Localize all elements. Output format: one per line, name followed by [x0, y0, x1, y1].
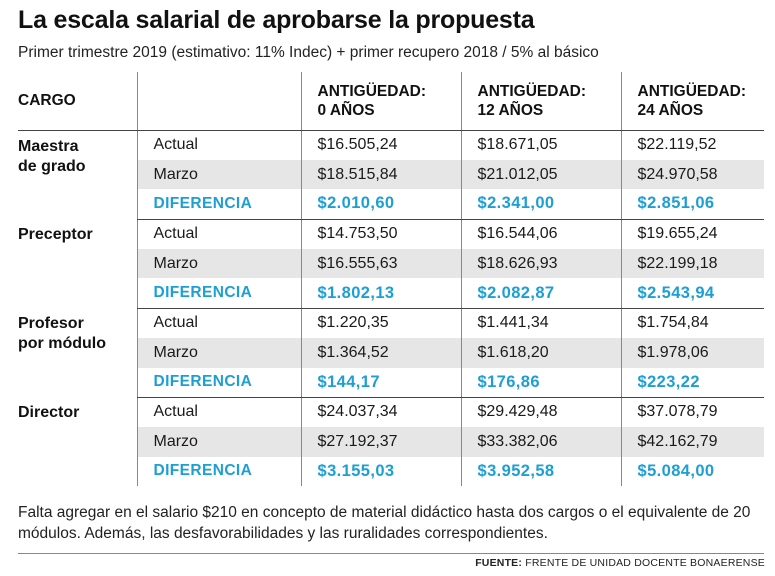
value-cell-12-years: $29.429,48	[460, 397, 621, 427]
value-cell-0-years: $3.155,03	[300, 456, 461, 487]
cargo-cell: Director	[18, 397, 137, 487]
difference-label: DIFERENCIA	[136, 278, 301, 309]
row-label: Actual	[136, 130, 301, 160]
table-row: Marzo $1.364,52 $1.618,20 $1.978,06	[18, 337, 764, 368]
table-row: Preceptor Actual $14.753,50 $16.544,06 $19.6…	[18, 219, 764, 309]
column-header-blank	[136, 72, 301, 131]
column-header-0-years-line1: ANTIGÜEDAD:	[317, 82, 427, 100]
row-label: Marzo	[136, 337, 301, 368]
page-title: La escala salarial de aprobarse la propu…	[18, 6, 535, 34]
column-header-0-years-line2: 0 AÑOS	[317, 101, 375, 119]
value-cell-24-years: $42.162,79	[620, 426, 764, 457]
table-row: Marzo $27.192,37 $33.382,06 $42.162,79	[18, 426, 764, 457]
source-text: FRENTE DE UNIDAD DOCENTE BONAERENSE	[525, 557, 765, 569]
cargo-name-line2: por módulo	[18, 335, 106, 353]
row-label: Marzo	[136, 159, 301, 190]
footnote: Falta agregar en el salario $210 en conc…	[18, 504, 751, 542]
value-cell-0-years: $2.010,60	[300, 189, 461, 220]
value-cell-0-years: $1.802,13	[300, 278, 461, 309]
value-cell-12-years: $3.952,58	[460, 456, 621, 487]
source-label: FUENTE:	[475, 557, 523, 569]
cargo-cell: Profesor por módulo	[18, 308, 137, 398]
table-row: Director Actual $24.037,34 $29.429,48 $37.07…	[18, 397, 764, 487]
value-cell-24-years: $24.970,58	[620, 159, 764, 190]
row-label: Marzo	[136, 426, 301, 457]
value-cell-24-years: $5.084,00	[620, 456, 764, 487]
difference-label: DIFERENCIA	[136, 456, 301, 487]
value-cell-12-years: $21.012,05	[460, 159, 621, 190]
value-cell-24-years: $22.199,18	[620, 248, 764, 279]
table-row: Profesor por módulo Actual $1.220,35 $1.441,…	[18, 308, 764, 398]
value-cell-12-years: $176,86	[460, 367, 621, 398]
salary-table: CARGO ANTIGÜEDAD: 0 AÑOS ANTIGÜEDAD: 12 …	[18, 72, 764, 487]
row-label: Marzo	[136, 248, 301, 279]
value-cell-12-years: $18.671,05	[460, 130, 621, 160]
column-header-24-years: ANTIGÜEDAD: 24 AÑOS	[620, 72, 764, 131]
column-header-0-years: ANTIGÜEDAD: 0 AÑOS	[300, 72, 461, 131]
column-header-24-years-line2: 24 AÑOS	[637, 101, 704, 119]
value-cell-0-years: $27.192,37	[300, 426, 461, 457]
value-cell-0-years: $1.364,52	[300, 337, 461, 368]
table-row-difference: DIFERENCIA $144,17 $176,86 $223,22	[18, 367, 764, 398]
value-cell-24-years: $1.978,06	[620, 337, 764, 368]
value-cell-24-years: $19.655,24	[620, 219, 764, 249]
column-header-12-years-line1: ANTIGÜEDAD:	[477, 82, 587, 100]
value-cell-12-years: $2.341,00	[460, 189, 621, 220]
column-header-12-years-line2: 12 AÑOS	[477, 101, 544, 119]
difference-label: DIFERENCIA	[136, 367, 301, 398]
value-cell-0-years: $24.037,34	[300, 397, 461, 427]
table-row-difference: DIFERENCIA $1.802,13 $2.082,87 $2.543,94	[18, 278, 764, 309]
value-cell-0-years: $16.555,63	[300, 248, 461, 279]
row-label: Actual	[136, 308, 301, 338]
table-row: Marzo $16.555,63 $18.626,93 $22.199,18	[18, 248, 764, 279]
value-cell-12-years: $1.441,34	[460, 308, 621, 338]
value-cell-0-years: $18.515,84	[300, 159, 461, 190]
value-cell-12-years: $1.618,20	[460, 337, 621, 368]
value-cell-12-years: $2.082,87	[460, 278, 621, 309]
value-cell-12-years: $16.544,06	[460, 219, 621, 249]
value-cell-0-years: $14.753,50	[300, 219, 461, 249]
column-header-24-years-line1: ANTIGÜEDAD:	[637, 82, 747, 100]
table-row: Marzo $18.515,84 $21.012,05 $24.970,58	[18, 159, 764, 190]
value-cell-24-years: $1.754,84	[620, 308, 764, 338]
column-header-12-years: ANTIGÜEDAD: 12 AÑOS	[460, 72, 621, 131]
value-cell-0-years: $16.505,24	[300, 130, 461, 160]
page-subtitle: Primer trimestre 2019 (estimativo: 11% I…	[18, 44, 599, 61]
row-label: Actual	[136, 219, 301, 249]
value-cell-12-years: $33.382,06	[460, 426, 621, 457]
cargo-name-line1: Profesor	[18, 315, 84, 333]
table-row-difference: DIFERENCIA $3.155,03 $3.952,58 $5.084,00	[18, 456, 764, 487]
divider	[18, 553, 764, 554]
table-header-row: CARGO ANTIGÜEDAD: 0 AÑOS ANTIGÜEDAD: 12 …	[18, 72, 764, 131]
cargo-cell: Preceptor	[18, 219, 137, 309]
cargo-name-line1: Maestra	[18, 137, 79, 155]
value-cell-24-years: $2.851,06	[620, 189, 764, 220]
cargo-cell: Maestra de grado	[18, 130, 137, 220]
table-row: Maestra de grado Actual $16.505,24 $18.671,0…	[18, 130, 764, 220]
difference-label: DIFERENCIA	[136, 189, 301, 220]
source-credit: FUENTE: FRENTE DE UNIDAD DOCENTE BONAERE…	[475, 557, 765, 569]
table-body: Maestra de grado Actual $16.505,24 $18.671,0…	[18, 130, 764, 487]
value-cell-24-years: $2.543,94	[620, 278, 764, 309]
table-row-difference: DIFERENCIA $2.010,60 $2.341,00 $2.851,06	[18, 189, 764, 220]
value-cell-24-years: $22.119,52	[620, 130, 764, 160]
value-cell-24-years: $223,22	[620, 367, 764, 398]
value-cell-0-years: $144,17	[300, 367, 461, 398]
row-label: Actual	[136, 397, 301, 427]
value-cell-24-years: $37.078,79	[620, 397, 764, 427]
cargo-name-line1: Preceptor	[18, 226, 93, 244]
cargo-name-line2: de grado	[18, 157, 86, 175]
value-cell-0-years: $1.220,35	[300, 308, 461, 338]
column-header-cargo: CARGO	[18, 72, 137, 131]
cargo-name-line1: Director	[18, 404, 80, 422]
value-cell-12-years: $18.626,93	[460, 248, 621, 279]
